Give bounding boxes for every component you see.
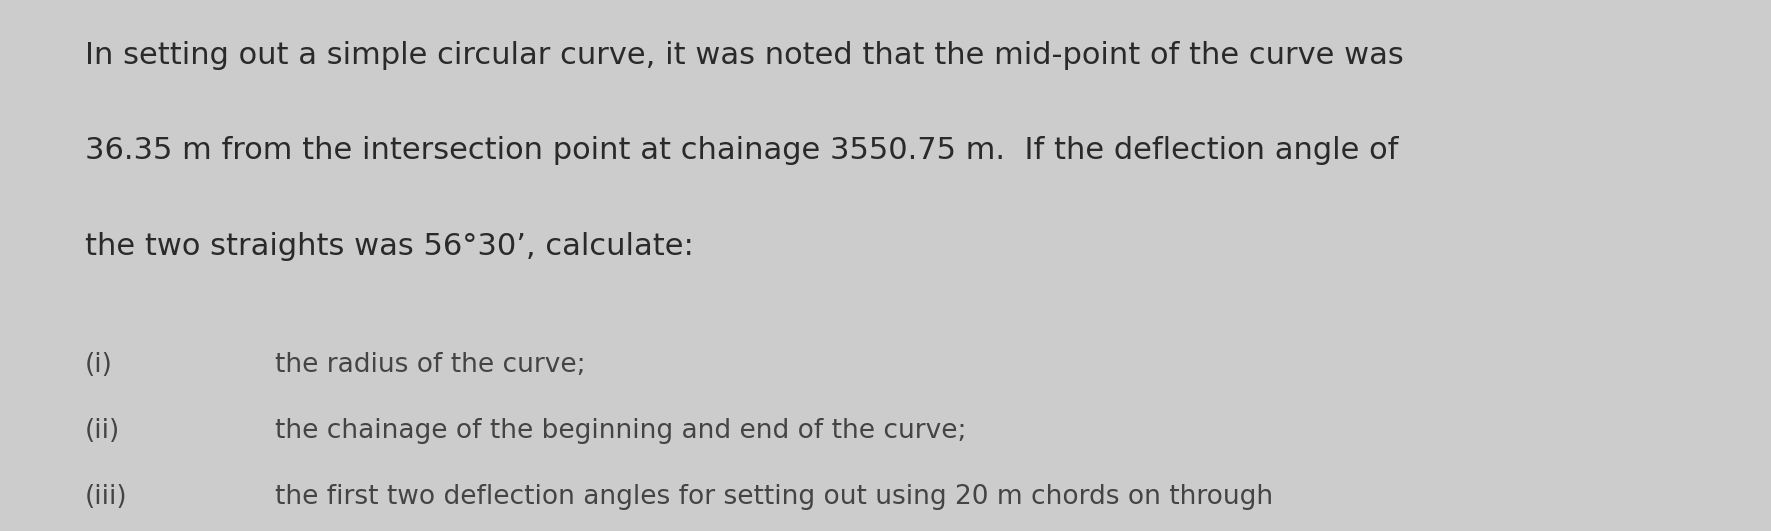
Text: (i): (i)	[85, 352, 113, 378]
Text: the first two deflection angles for setting out using 20 m chords on through: the first two deflection angles for sett…	[275, 484, 1273, 510]
Text: (ii): (ii)	[85, 418, 120, 444]
Text: the chainage of the beginning and end of the curve;: the chainage of the beginning and end of…	[275, 418, 965, 444]
Text: the two straights was 56°30’, calculate:: the two straights was 56°30’, calculate:	[85, 232, 694, 261]
Text: 36.35 m from the intersection point at chainage 3550.75 m.  If the deflection an: 36.35 m from the intersection point at c…	[85, 136, 1399, 165]
Text: the radius of the curve;: the radius of the curve;	[275, 352, 584, 378]
Text: In setting out a simple circular curve, it was noted that the mid-point of the c: In setting out a simple circular curve, …	[85, 41, 1404, 70]
Text: (iii): (iii)	[85, 484, 128, 510]
